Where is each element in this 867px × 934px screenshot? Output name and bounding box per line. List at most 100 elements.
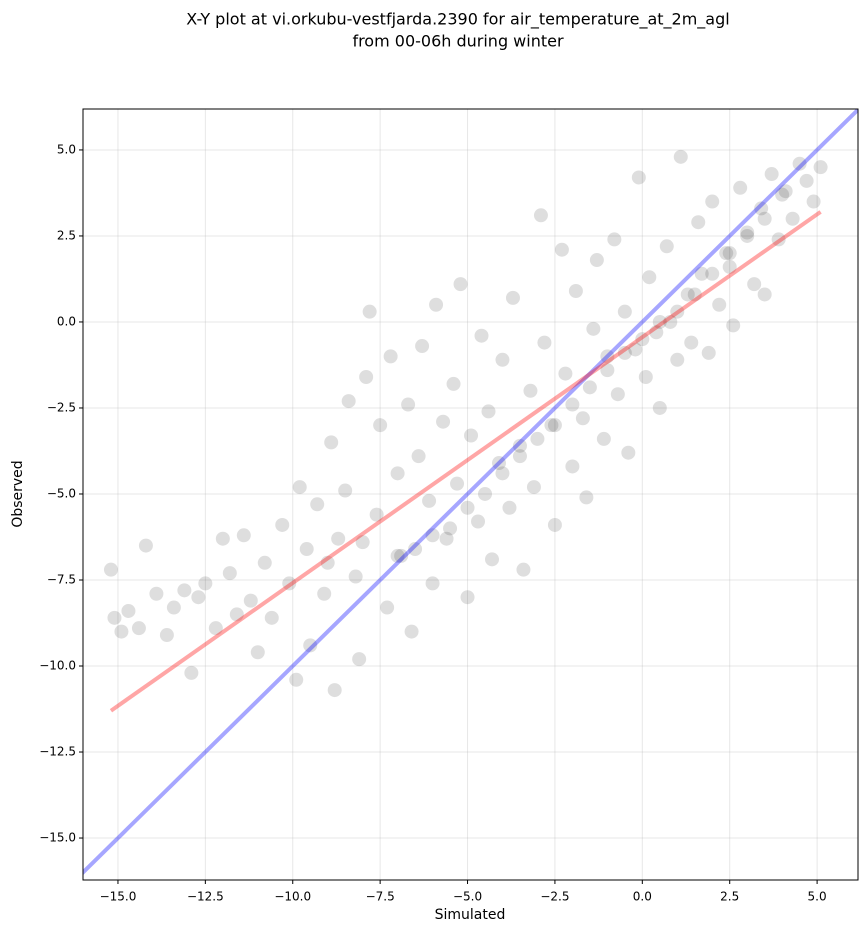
point [359, 370, 374, 385]
point [282, 576, 297, 591]
point [764, 167, 779, 182]
x-axis-label: Simulated [435, 907, 506, 923]
point [327, 683, 342, 698]
point [491, 456, 506, 471]
point [373, 418, 388, 433]
point [422, 493, 437, 508]
point [617, 304, 632, 319]
point [198, 576, 213, 591]
point [289, 672, 304, 687]
point [722, 246, 737, 261]
point [726, 318, 741, 333]
point [401, 397, 416, 412]
y-tick-label: 0.0 [57, 314, 76, 328]
point [565, 397, 580, 412]
point [191, 590, 206, 605]
point [411, 449, 426, 464]
point [481, 404, 496, 419]
chart-title: X-Y plot at vi.orkubu-vestfjarda.2390 fo… [186, 10, 729, 30]
point [324, 435, 339, 450]
point [215, 531, 230, 546]
point [733, 180, 748, 195]
point [436, 414, 451, 429]
point [673, 149, 688, 164]
point [558, 366, 573, 381]
point [408, 542, 423, 557]
point [554, 242, 569, 257]
point [166, 600, 181, 615]
point [453, 277, 468, 292]
point [722, 259, 737, 274]
point [691, 215, 706, 230]
point [275, 517, 290, 532]
point [369, 507, 384, 522]
point [443, 521, 458, 536]
point [670, 304, 685, 319]
point [390, 466, 405, 481]
point [652, 400, 667, 415]
point [740, 225, 755, 240]
point [229, 607, 244, 622]
point [610, 387, 625, 402]
point [149, 586, 164, 601]
point [586, 321, 601, 336]
point [495, 466, 510, 481]
point [429, 297, 444, 312]
point [617, 345, 632, 360]
point [425, 576, 440, 591]
point [652, 314, 667, 329]
point [530, 431, 545, 446]
y-tick-label: −10.0 [39, 659, 76, 673]
point [460, 500, 475, 515]
point [138, 538, 153, 553]
point [533, 208, 548, 223]
point [705, 194, 720, 209]
point [600, 363, 615, 378]
point [415, 339, 430, 354]
y-tick-label: −2.5 [47, 400, 76, 414]
point [114, 624, 129, 639]
y-axis-label: Observed [10, 460, 26, 527]
point [806, 194, 821, 209]
point [778, 184, 793, 199]
point [547, 517, 562, 532]
x-tick-label: −5.0 [453, 890, 482, 904]
point [121, 603, 136, 618]
point [754, 201, 769, 216]
point [474, 328, 489, 343]
point [757, 287, 772, 302]
point [659, 239, 674, 254]
point [348, 569, 363, 584]
point [568, 283, 583, 298]
point [575, 411, 590, 426]
point [516, 562, 531, 577]
point [544, 418, 559, 433]
point [621, 445, 636, 460]
point [264, 610, 279, 625]
point [670, 352, 685, 367]
x-tick-label: 2.5 [720, 890, 739, 904]
point [712, 297, 727, 312]
point [390, 548, 405, 563]
x-tick-label: −2.5 [540, 890, 569, 904]
point [638, 370, 653, 385]
point [684, 335, 699, 350]
point [352, 652, 367, 667]
point [250, 645, 265, 660]
point [446, 376, 461, 391]
point [526, 480, 541, 495]
point [159, 628, 174, 643]
point [600, 349, 615, 364]
point [505, 290, 520, 305]
y-tick-label: 2.5 [57, 228, 76, 242]
point [243, 593, 258, 608]
point [303, 638, 318, 653]
y-tick-label: −12.5 [39, 745, 76, 759]
point [103, 562, 118, 577]
point [663, 314, 678, 329]
point [740, 228, 755, 243]
point [320, 555, 335, 570]
point [719, 246, 734, 261]
point [341, 394, 356, 409]
